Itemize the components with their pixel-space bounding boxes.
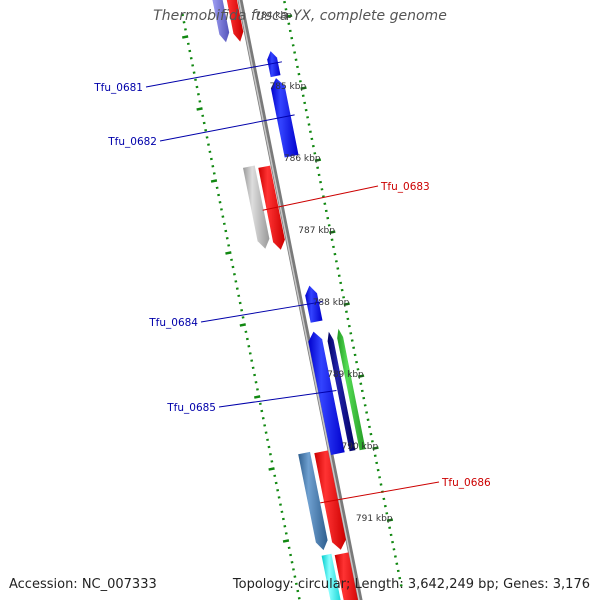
tick-label: 790 kbp xyxy=(342,442,379,452)
forward-gene-arrow[interactable] xyxy=(334,552,361,600)
accession-text: Accession: NC_007333 xyxy=(9,577,157,592)
gene-label-leader xyxy=(218,389,337,408)
map-title: Thermobifida fusca YX, complete genome xyxy=(153,8,447,24)
feature-track xyxy=(206,0,366,600)
genome-backbone xyxy=(237,0,363,600)
reverse-gene-arrow[interactable] xyxy=(308,331,345,455)
reverse-gene-arrow[interactable] xyxy=(267,51,281,78)
major-tick xyxy=(253,395,261,399)
major-tick xyxy=(386,518,394,522)
major-tick xyxy=(285,14,293,18)
major-tick xyxy=(329,230,336,234)
genome-summary-text: Topology: circular; Length: 3,642,249 bp… xyxy=(232,577,590,592)
tick-ruler-outer xyxy=(181,13,301,600)
forward-gene-arrow[interactable] xyxy=(206,0,230,43)
tick-label: 786 kbp xyxy=(284,154,321,164)
major-tick xyxy=(210,179,218,183)
gene-label-tfu-0685[interactable]: Tfu_0685 xyxy=(166,402,216,414)
reverse-gene-arrow[interactable] xyxy=(305,285,323,323)
tick-label: 787 kbp xyxy=(298,226,335,236)
gene-label-leader xyxy=(200,301,323,323)
forward-gene-arrow[interactable] xyxy=(219,0,244,42)
tick-label: 789 kbp xyxy=(327,370,364,380)
major-tick xyxy=(300,86,307,90)
gene-label-group: Tfu_0681 Tfu_0682 Tfu_0683 Tfu_0684 Tfu_0685… xyxy=(93,61,491,504)
reverse-gene-arrow[interactable] xyxy=(327,331,356,452)
major-tick xyxy=(282,539,290,543)
major-tick xyxy=(225,251,232,255)
gene-label-leader xyxy=(159,114,295,142)
backbone-line xyxy=(237,0,363,600)
forward-gene-arrow[interactable] xyxy=(314,450,346,550)
tick-ruler-inner xyxy=(283,0,403,587)
tick-label: 784 kbp xyxy=(255,11,292,21)
gene-label-leader xyxy=(145,61,283,88)
major-tick xyxy=(196,107,203,111)
tick-label-group: 784 kbp 785 kbp 786 kbp 787 kbp 788 kbp 789 k… xyxy=(255,11,393,524)
forward-gene-arrow[interactable] xyxy=(258,165,285,250)
major-tick xyxy=(372,446,379,450)
tick-label: 791 kbp xyxy=(356,514,393,524)
backbone-highlight xyxy=(238,0,360,600)
major-tick xyxy=(268,467,275,471)
major-tick xyxy=(181,35,189,39)
major-tick xyxy=(239,323,246,327)
forward-gene-arrow[interactable] xyxy=(321,553,344,600)
gene-label-tfu-0683[interactable]: Tfu_0683 xyxy=(380,181,430,193)
tick-label: 785 kbp xyxy=(270,82,307,92)
gene-label-tfu-0686[interactable]: Tfu_0686 xyxy=(441,477,491,489)
gene-label-tfu-0684[interactable]: Tfu_0684 xyxy=(148,317,198,329)
gene-label-tfu-0681[interactable]: Tfu_0681 xyxy=(93,82,143,94)
major-tick xyxy=(357,374,365,378)
reverse-gene-arrow[interactable] xyxy=(337,328,366,451)
forward-gene-arrow[interactable] xyxy=(298,451,328,551)
tick-label: 788 kbp xyxy=(313,298,350,308)
reverse-gene-arrow[interactable] xyxy=(270,78,299,158)
gene-label-leader xyxy=(262,185,379,211)
gene-label-tfu-0682[interactable]: Tfu_0682 xyxy=(107,136,157,148)
major-tick xyxy=(314,158,322,162)
gene-label-leader xyxy=(320,481,440,504)
forward-gene-arrow[interactable] xyxy=(243,165,270,249)
major-tick xyxy=(343,302,350,306)
